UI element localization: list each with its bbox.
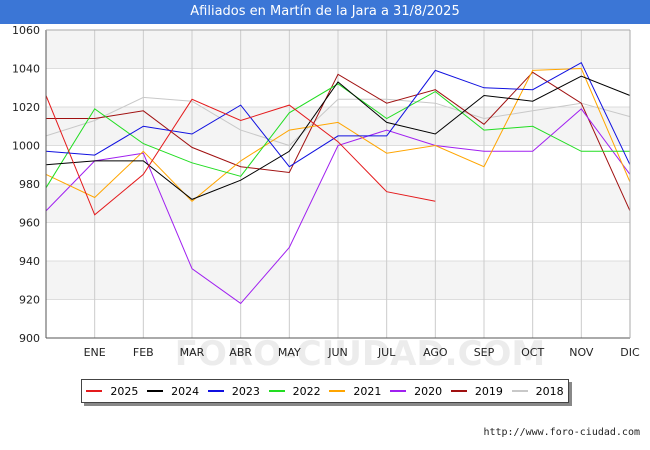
legend-item-2023: 2023 [207,384,260,398]
x-tick-label: OCT [521,346,544,359]
series-line-2025 [45,95,436,216]
legend-label: 2024 [171,384,200,398]
y-tick-label: 1060 [12,24,40,37]
series-line-2021 [45,67,631,202]
axes [45,29,631,339]
x-tick-label: MAR [180,346,205,359]
x-tick-label: MAY [278,346,301,359]
x-tick-label: JUN [327,346,348,359]
y-tick-label: 940 [19,255,40,268]
x-tick-label: ENE [84,346,106,359]
series-line-2020 [45,108,631,305]
series-line-2023 [45,62,631,168]
x-tick-label: AGO [423,346,448,359]
legend-swatch [207,390,224,392]
x-tick-label: FEB [133,346,154,359]
x-tick-label: SEP [474,346,495,359]
y-tick-label: 1040 [12,63,40,76]
y-axis-ticks: 900 920 940 960 980 1000 1020 1040 1060 [12,24,40,345]
legend-swatch [147,390,164,392]
footer-url[interactable]: http://www.foro-ciudad.com [483,427,640,438]
legend-item-2021: 2021 [329,385,381,398]
y-tick-label: 920 [19,294,40,307]
legend-swatch [86,390,103,392]
watermark: FORO-CIUDAD.COM [175,334,546,374]
y-tick-label: 980 [19,178,40,191]
y-tick-label: 900 [19,332,40,345]
legend-item-2025: 2025 [86,385,138,398]
legend-item-2024: 2024 [147,385,199,398]
y-tick-label: 960 [19,217,40,230]
legend-swatch [390,390,407,392]
x-tick-label: DIC [620,346,640,359]
legend-label: 2021 [353,384,382,398]
legend-label: 2019 [474,384,503,398]
legend-swatch [329,390,346,392]
legend: 2025 2024 2023 2022 2021 2020 2019 2018 [81,379,569,403]
chart-title: Afiliados en Martín de la Jara a 31/8/20… [0,0,650,24]
legend-swatch [450,390,467,392]
legend-label: 2018 [535,384,564,398]
x-tick-label: JUL [377,346,396,359]
legend-swatch [268,390,285,392]
x-tick-label: ABR [229,346,252,359]
legend-label: 2025 [110,384,139,398]
y-tick-label: 1000 [12,140,40,153]
series-lines [45,62,631,305]
legend-item-2019: 2019 [450,384,503,398]
x-axis-ticks: ENE FEB MAR ABR MAY JUN JUL AGO SEP OCT NOV DIC [84,346,640,359]
x-tick-label: NOV [569,346,594,359]
series-line-2022 [45,83,630,189]
legend-label: 2022 [292,384,321,398]
legend-item-2018: 2018 [511,384,564,398]
series-line-2019 [46,71,631,212]
y-tick-label: 1020 [12,101,40,114]
series-line-2018 [45,96,631,147]
legend-label: 2023 [231,384,260,398]
legend-swatch [511,390,528,392]
legend-item-2020: 2020 [390,385,442,398]
legend-item-2022: 2022 [268,384,321,398]
legend-label: 2020 [414,384,443,398]
series-line-2024 [45,75,631,200]
